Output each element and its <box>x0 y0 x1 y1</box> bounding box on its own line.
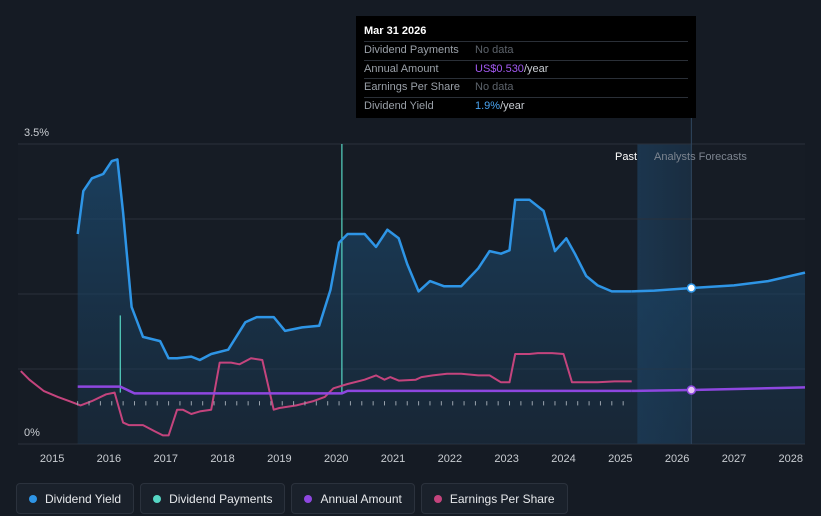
legend-dot-icon <box>433 494 442 503</box>
tooltip-value: No data <box>475 44 514 56</box>
x-tick-label: 2023 <box>494 453 518 465</box>
legend-label: Dividend Payments <box>169 491 273 506</box>
tooltip-label: Earnings Per Share <box>364 81 460 93</box>
x-tick-label: 2015 <box>40 453 64 465</box>
legend-dot-icon <box>29 494 37 503</box>
dividend-yield-forecast-line <box>631 271 806 293</box>
past-label: Past <box>615 151 637 163</box>
x-tick-label: 2026 <box>665 453 689 465</box>
x-tick-label: 2018 <box>210 453 234 465</box>
dividend-yield-marker <box>686 283 697 293</box>
x-tick-label: 2020 <box>324 453 348 465</box>
tooltip-label: Annual Amount <box>364 62 439 75</box>
legend-dot-icon <box>153 494 162 503</box>
tooltip-label: Dividend Payments <box>364 44 459 56</box>
tooltip-value: US$0.530 <box>475 62 524 75</box>
annual-amount-marker <box>686 385 697 395</box>
annual-amount-line <box>77 385 632 395</box>
x-tick-label: 2028 <box>779 453 803 465</box>
legend-dividend-payments[interactable]: Dividend Payments <box>140 483 286 514</box>
y-axis-bottom-label: 0% <box>24 427 40 439</box>
tooltip-row-annual-amount: Annual Amount US$0.530/year <box>364 61 688 79</box>
tooltip-unit: /year <box>523 62 549 75</box>
x-tick-label: 2022 <box>438 453 462 465</box>
x-tick-label: 2024 <box>551 453 575 465</box>
dividend-yield-line <box>76 158 632 362</box>
x-tick-label: 2016 <box>97 453 121 465</box>
legend-label: Annual Amount <box>320 491 402 506</box>
legend-earnings-per-share[interactable]: Earnings Per Share <box>420 483 568 514</box>
legend-label: Dividend Yield <box>45 491 122 506</box>
x-tick-label: 2027 <box>722 453 746 465</box>
legend-annual-amount[interactable]: Annual Amount <box>291 483 415 514</box>
tooltip-value: 1.9% <box>475 99 501 112</box>
dividend-yield-area <box>77 159 806 444</box>
tooltip-label: Dividend Yield <box>364 99 434 112</box>
x-tick-label: 2025 <box>608 453 632 465</box>
tooltip: Mar 31 2026 Dividend Payments No data An… <box>356 16 696 118</box>
forecast-label: Analysts Forecasts <box>654 151 747 163</box>
tooltip-unit: /year <box>500 99 525 112</box>
tooltip-date: Mar 31 2026 <box>364 22 688 42</box>
legend-label: Earnings Per Share <box>449 491 555 506</box>
tooltip-row-earnings-per-share: Earnings Per Share No data <box>364 79 688 98</box>
legend-dividend-yield[interactable]: Dividend Yield <box>16 483 135 514</box>
y-axis-top-label: 3.5% <box>24 127 49 139</box>
tooltip-row-dividend-payments: Dividend Payments No data <box>364 42 688 61</box>
x-tick-label: 2017 <box>153 453 177 465</box>
tooltip-row-dividend-yield: Dividend Yield 1.9%/year <box>364 98 688 116</box>
tooltip-value: No data <box>475 81 514 93</box>
legend-dot-icon <box>304 494 313 503</box>
legend: Dividend Yield Dividend Payments Annual … <box>16 483 568 514</box>
x-tick-label: 2021 <box>381 453 405 465</box>
x-tick-label: 2019 <box>267 453 291 465</box>
